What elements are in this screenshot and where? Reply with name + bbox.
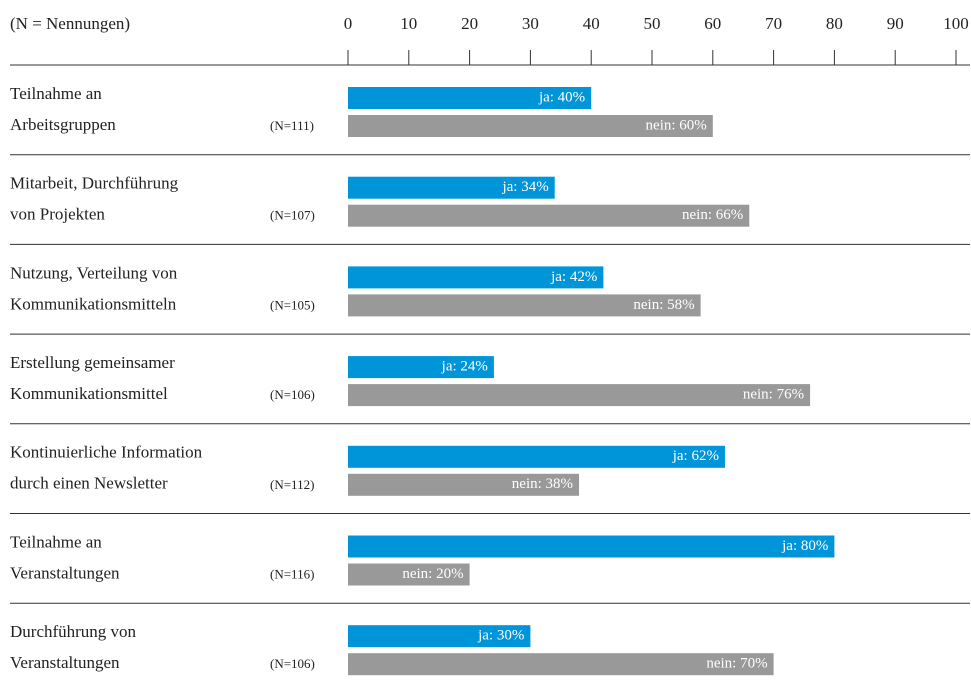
category-label: Veranstaltungen	[10, 653, 120, 672]
x-tick-label: 10	[400, 14, 417, 33]
x-tick-label: 100	[943, 14, 969, 33]
x-tick-label: 80	[826, 14, 843, 33]
category-label: von Projekten	[10, 205, 105, 224]
value-label: ja: 42%	[550, 269, 597, 285]
value-label: ja: 30%	[477, 628, 524, 644]
header: (N = Nennungen)	[10, 14, 130, 33]
x-tick-label: 0	[344, 14, 353, 33]
n-label: (N=106)	[270, 656, 315, 671]
value-label: ja: 62%	[672, 448, 719, 464]
category-label: Teilnahme an	[10, 84, 102, 103]
bar	[348, 563, 470, 586]
bar	[348, 176, 555, 199]
n-label: (N=116)	[270, 566, 314, 581]
bar	[348, 294, 701, 317]
n-label: (N=106)	[270, 387, 315, 402]
category-label: Arbeitsgruppen	[10, 115, 116, 134]
bar	[348, 266, 604, 289]
n-label: (N=105)	[270, 297, 315, 312]
category-label: Kommunikationsmitteln	[10, 294, 177, 313]
value-label: nein: 66%	[682, 207, 743, 223]
n-label: (N=107)	[270, 208, 315, 223]
bar	[348, 115, 713, 137]
category-label: durch einen Newsletter	[10, 474, 168, 493]
bar	[348, 384, 811, 407]
category-label: Erstellung gemeinsamer	[10, 353, 175, 372]
category-label: Mitarbeit, Durchführung	[10, 174, 179, 193]
x-tick-label: 20	[461, 14, 478, 33]
value-label: ja: 34%	[501, 179, 548, 195]
bar	[348, 87, 592, 109]
category-label: Nutzung, Verteilung von	[10, 263, 178, 282]
bar	[348, 625, 531, 648]
x-tick-label: 90	[887, 14, 904, 33]
category-label: Kommunikationsmittel	[10, 384, 168, 403]
category-label: Veranstaltungen	[10, 563, 120, 582]
value-label: nein: 70%	[706, 656, 767, 672]
value-label: nein: 58%	[633, 297, 694, 313]
bar	[348, 356, 494, 379]
value-label: nein: 20%	[402, 566, 463, 582]
x-tick-label: 70	[765, 14, 782, 33]
value-label: ja: 24%	[441, 359, 488, 375]
bar	[348, 473, 580, 496]
category-label: Teilnahme an	[10, 532, 102, 551]
value-label: nein: 38%	[512, 476, 573, 492]
x-tick-label: 50	[644, 14, 661, 33]
value-label: nein: 76%	[743, 387, 804, 403]
n-label: (N=112)	[270, 477, 314, 492]
bar	[348, 653, 774, 676]
value-label: ja: 80%	[781, 538, 828, 554]
category-label: Kontinuierliche Information	[10, 443, 203, 462]
x-tick-label: 30	[522, 14, 539, 33]
value-label: ja: 40%	[538, 89, 585, 105]
value-label: nein: 60%	[646, 117, 707, 133]
bar	[348, 535, 835, 558]
x-tick-label: 40	[583, 14, 600, 33]
category-label: Durchführung von	[10, 622, 137, 641]
x-tick-label: 60	[704, 14, 721, 33]
bar	[348, 445, 725, 468]
bar	[348, 204, 750, 227]
n-label: (N=111)	[270, 118, 314, 133]
